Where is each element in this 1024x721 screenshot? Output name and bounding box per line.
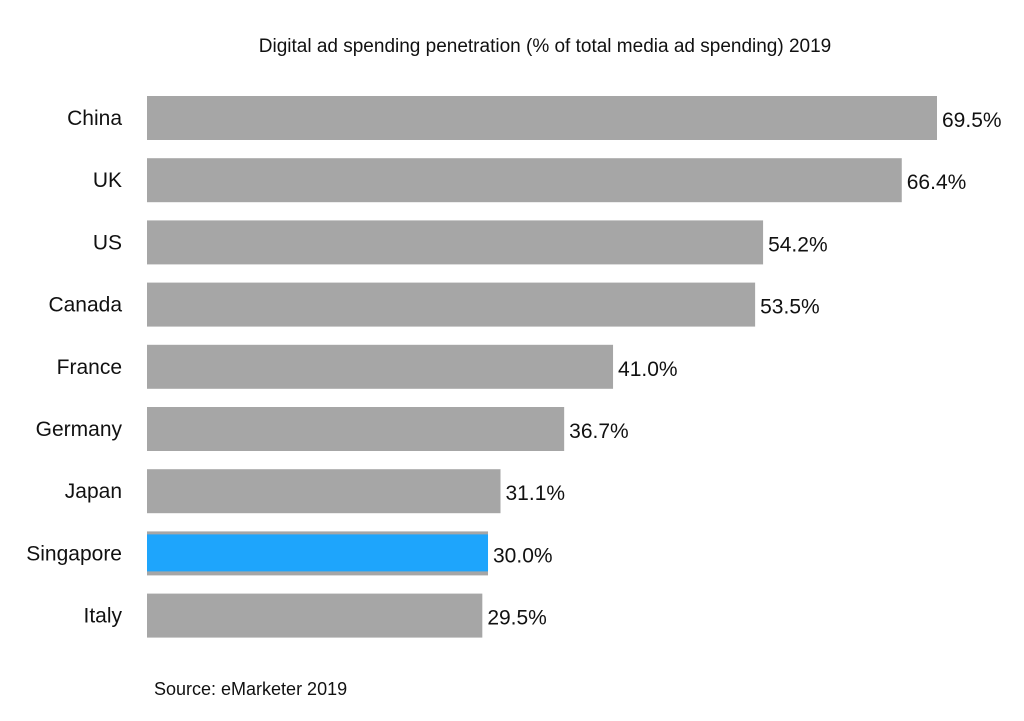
category-label: UK [93, 169, 122, 192]
category-label: Singapore [26, 542, 122, 565]
category-label: China [67, 107, 122, 130]
chart-title: Digital ad spending penetration (% of to… [258, 36, 832, 57]
category-label: Italy [83, 605, 122, 628]
bar-us [147, 220, 764, 265]
bar-uk [147, 158, 902, 203]
data-label: 41.0% [618, 358, 678, 381]
category-label: Canada [48, 294, 122, 317]
bar-germany [147, 407, 565, 451]
bar-italy [147, 593, 483, 638]
category-label: Japan [65, 480, 122, 503]
data-label: 66.4% [907, 171, 967, 194]
bar-japan [147, 469, 501, 514]
source-note: Source: eMarketer 2019 [154, 679, 348, 699]
data-label: 54.2% [768, 233, 828, 256]
bar-france [147, 344, 614, 389]
bar-china [147, 96, 937, 140]
data-label: 53.5% [760, 296, 820, 319]
data-label: 31.1% [506, 482, 566, 505]
bar-highlight-singapore [147, 534, 489, 572]
bar-canada [147, 282, 756, 327]
category-label: US [93, 231, 122, 254]
data-label: 36.7% [569, 420, 629, 443]
category-label: France [57, 356, 122, 379]
data-label: 69.5% [942, 109, 1002, 132]
category-label: Germany [36, 418, 123, 441]
data-label: 29.5% [487, 607, 547, 630]
data-label: 30.0% [493, 544, 553, 567]
